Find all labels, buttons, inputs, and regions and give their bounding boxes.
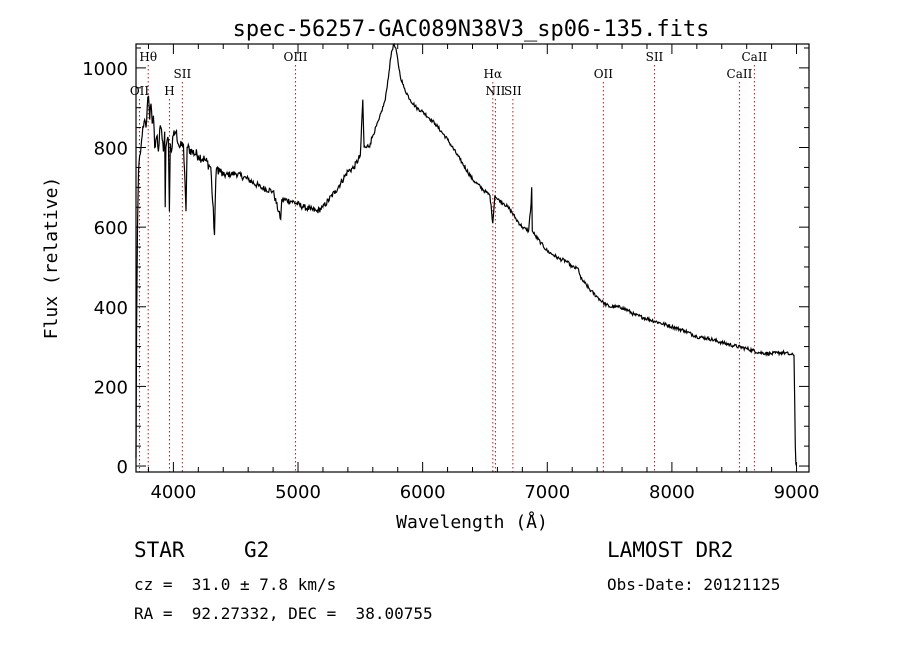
object-class: STAR	[134, 538, 185, 562]
x-axis: 4000 5000 6000 7000 8000 9000	[147, 44, 820, 503]
marker-label: NII	[485, 84, 505, 98]
coordinates-text: RA = 92.27332, DEC = 38.00755	[134, 604, 433, 623]
marker-label: SII	[504, 84, 522, 98]
redshift-text: cz = 31.0 ± 7.8 km/s	[134, 575, 337, 594]
marker-label: OII	[594, 67, 614, 81]
marker-label: CaII	[741, 50, 767, 64]
y-tick-label: 1000	[82, 59, 128, 80]
marker-label: H	[164, 84, 174, 98]
x-tick-label: 8000	[649, 482, 695, 503]
x-tick-label: 5000	[275, 482, 321, 503]
marker-label: OII	[130, 84, 150, 98]
marker-label: SII	[174, 67, 192, 81]
object-subclass: G2	[244, 538, 270, 562]
spectrum-line	[135, 42, 798, 467]
y-tick-label: 0	[117, 457, 128, 478]
x-axis-label: Wavelength (Å)	[396, 511, 548, 533]
y-axis: 0 200 400 600 800 1000	[82, 47, 809, 478]
observation-date: Obs-Date: 20121125	[607, 575, 781, 594]
y-tick-label: 400	[94, 298, 128, 319]
spectrum-chart: spec-56257-GAC089N38V3_sp06-135.fits Hθ O…	[41, 17, 820, 533]
y-tick-label: 200	[94, 377, 128, 398]
marker-label: SII	[646, 50, 664, 64]
marker-label: Hθ	[139, 50, 157, 64]
plot-frame	[135, 43, 810, 473]
y-tick-label: 600	[94, 218, 128, 239]
x-tick-label: 6000	[400, 482, 446, 503]
y-tick-label: 800	[94, 139, 128, 160]
chart-title: spec-56257-GAC089N38V3_sp06-135.fits	[233, 17, 710, 42]
marker-label: CaII	[727, 67, 753, 81]
x-tick-label: 7000	[524, 482, 570, 503]
y-axis-label: Flux (relative)	[41, 177, 62, 340]
marker-label: Hα	[484, 67, 503, 81]
marker-label: OIII	[283, 50, 307, 64]
x-tick-label: 9000	[774, 482, 820, 503]
survey-name: LAMOST DR2	[607, 538, 734, 562]
x-tick-label: 4000	[150, 482, 196, 503]
